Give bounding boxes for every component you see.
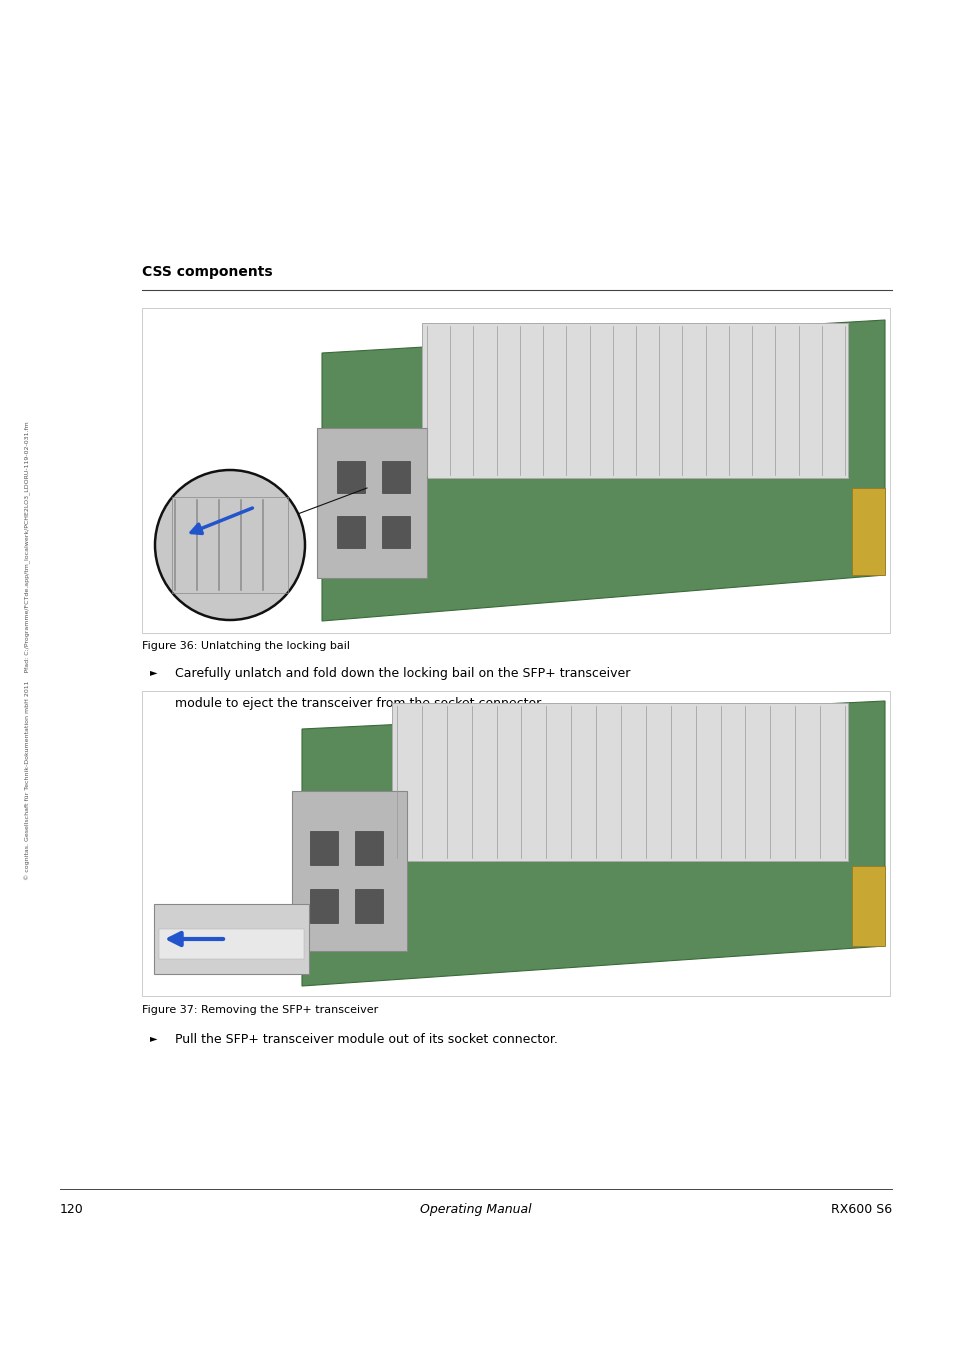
Polygon shape [851,866,884,946]
Bar [355,889,382,923]
Circle shape [154,470,305,620]
Polygon shape [302,701,884,986]
Text: 120: 120 [60,1202,84,1216]
Bar [153,904,309,974]
Bar [310,831,337,865]
Bar [172,497,288,593]
Text: Operating Manual: Operating Manual [419,1202,531,1216]
Polygon shape [392,703,847,861]
Bar [381,461,410,493]
Bar [316,428,427,578]
Text: © cognitas. Gesellschaft für Technik-Dokumentation mbH 2011    Pfad: C:/Programm: © cognitas. Gesellschaft für Technik-Dok… [25,422,31,881]
Bar [381,516,410,549]
Text: CSS components: CSS components [142,265,273,280]
Text: Figure 37: Removing the SFP+ transceiver: Figure 37: Removing the SFP+ transceiver [142,1005,377,1015]
Bar [142,690,889,996]
Text: Pull the SFP+ transceiver module out of its socket connector.: Pull the SFP+ transceiver module out of … [174,1034,558,1046]
Bar [292,790,407,951]
Text: ►: ► [150,1034,157,1043]
Polygon shape [421,323,847,478]
Text: module to eject the transceiver from the socket connector.: module to eject the transceiver from the… [174,697,543,711]
Text: RX600 S6: RX600 S6 [830,1202,891,1216]
Bar [159,929,304,959]
Bar [336,516,365,549]
Bar [355,831,382,865]
Text: Figure 36: Unlatching the locking bail: Figure 36: Unlatching the locking bail [142,640,350,651]
Bar [310,889,337,923]
Text: Carefully unlatch and fold down the locking bail on the SFP+ transceiver: Carefully unlatch and fold down the lock… [174,667,630,680]
Polygon shape [851,488,884,576]
Bar [142,308,889,634]
Text: ►: ► [150,667,157,677]
Polygon shape [322,320,884,621]
Bar [336,461,365,493]
